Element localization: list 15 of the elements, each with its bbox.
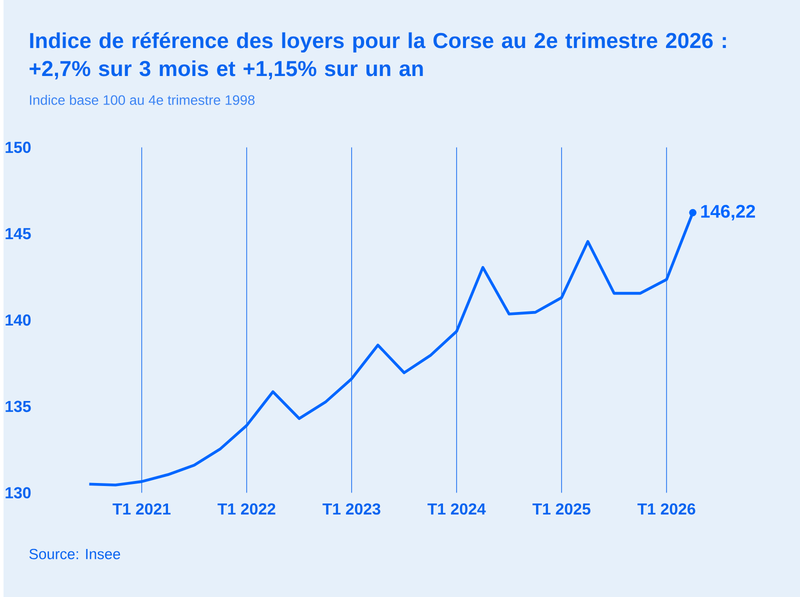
data-label: 146,22 (701, 204, 755, 220)
y-tick-label: 145 (6, 228, 31, 240)
x-tick-label: T1 2021 (112, 503, 171, 514)
chart-subtitle: Indice base 100 au 4e trimestre 1998 (30, 94, 255, 105)
x-tick-label: T1 2023 (322, 503, 380, 514)
y-tick-label: 150 (6, 142, 31, 153)
y-tick-label: 140 (6, 314, 31, 326)
x-tick-label: T1 2022 (218, 503, 276, 514)
x-tick-label: T1 2024 (428, 503, 486, 514)
y-tick-label: 135 (6, 400, 31, 412)
source-note: Source: Insee (29, 548, 120, 560)
x-tick-label: T1 2025 (532, 503, 590, 514)
y-tick-label: 130 (6, 486, 31, 498)
x-tick-label: T1 2026 (637, 503, 696, 514)
chart-title: Indice de référence des loyers pour la Corse au 2e trimestre 2026 : +2,7% sur 3 mois et +1,15% sur un an (30, 32, 726, 80)
